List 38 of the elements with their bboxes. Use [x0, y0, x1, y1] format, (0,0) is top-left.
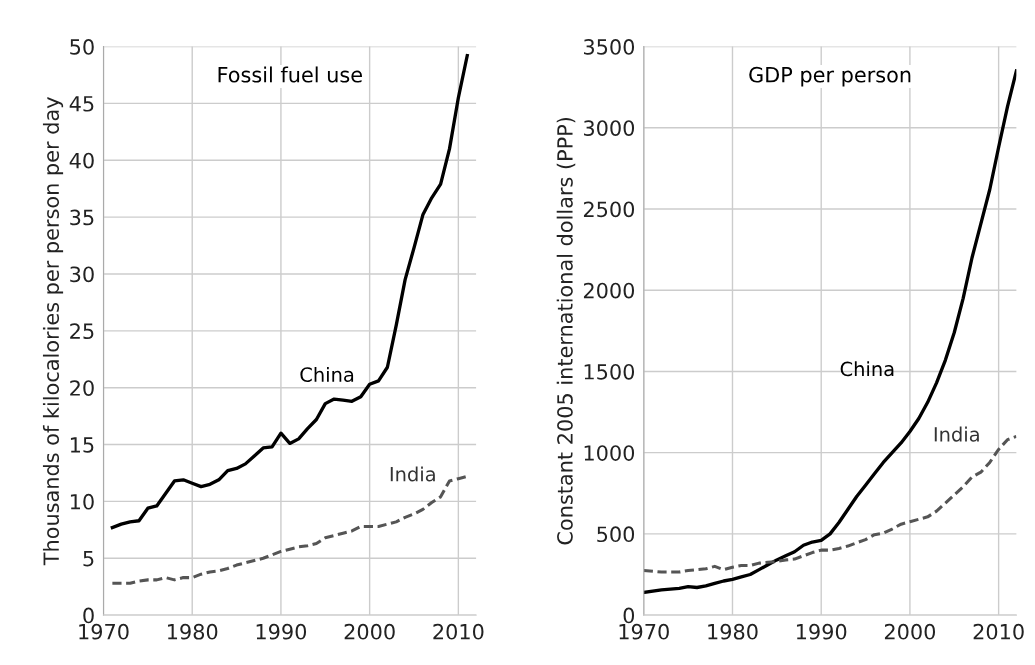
- y-tick-label: 40: [69, 152, 94, 169]
- y-tick-label: 35: [70, 209, 94, 226]
- x-tick-label: 2010: [973, 623, 1024, 640]
- y-tick-label: 50: [70, 39, 94, 55]
- x-tick-label: 1980: [167, 623, 218, 640]
- y-tick-label: 2000: [583, 282, 635, 299]
- y-tick-label: 0: [623, 607, 635, 624]
- x-tick-label: 1990: [256, 623, 307, 640]
- y-tick-label: 30: [70, 266, 94, 283]
- x-tick-label: 2000: [344, 623, 395, 640]
- x-tick-label: 2000: [884, 623, 936, 640]
- y-tick-label: 0: [83, 607, 94, 624]
- y-tick-label: 5: [83, 550, 94, 567]
- y-axis-title: Thousands of kilocalories per person per day: [42, 97, 64, 566]
- y-tick-label: 25: [70, 323, 94, 340]
- y-tick-label: 500: [597, 526, 635, 543]
- x-tick-label: 1970: [619, 623, 669, 640]
- x-tick-label: 1970: [79, 623, 129, 640]
- text: Fossil fuel use: [218, 66, 362, 83]
- series-label: China: [300, 366, 354, 382]
- x-tick-label: 1990: [796, 623, 847, 640]
- y-tick-label: 1500: [584, 363, 635, 380]
- y-tick-label: 3000: [584, 120, 635, 136]
- y-tick-label: 10: [70, 493, 94, 510]
- series-label: India: [934, 426, 979, 442]
- y-tick-label: 1000: [584, 445, 635, 461]
- y-axis-title: Constant 2005 international dollars (PPP): [556, 117, 576, 545]
- y-tick-label: 45: [69, 96, 94, 112]
- x-tick-label: 1980: [708, 623, 758, 640]
- text: China: [840, 361, 894, 377]
- series-label: India: [390, 466, 435, 482]
- y-tick-label: 3500: [584, 39, 635, 55]
- y-tick-label: 20: [70, 380, 94, 396]
- line-series: [110, 53, 469, 530]
- x-tick-label: 2010: [433, 623, 484, 640]
- y-tick-label: 15: [70, 437, 94, 453]
- text: GDP per person: [749, 66, 911, 87]
- y-tick-label: 2500: [583, 201, 635, 218]
